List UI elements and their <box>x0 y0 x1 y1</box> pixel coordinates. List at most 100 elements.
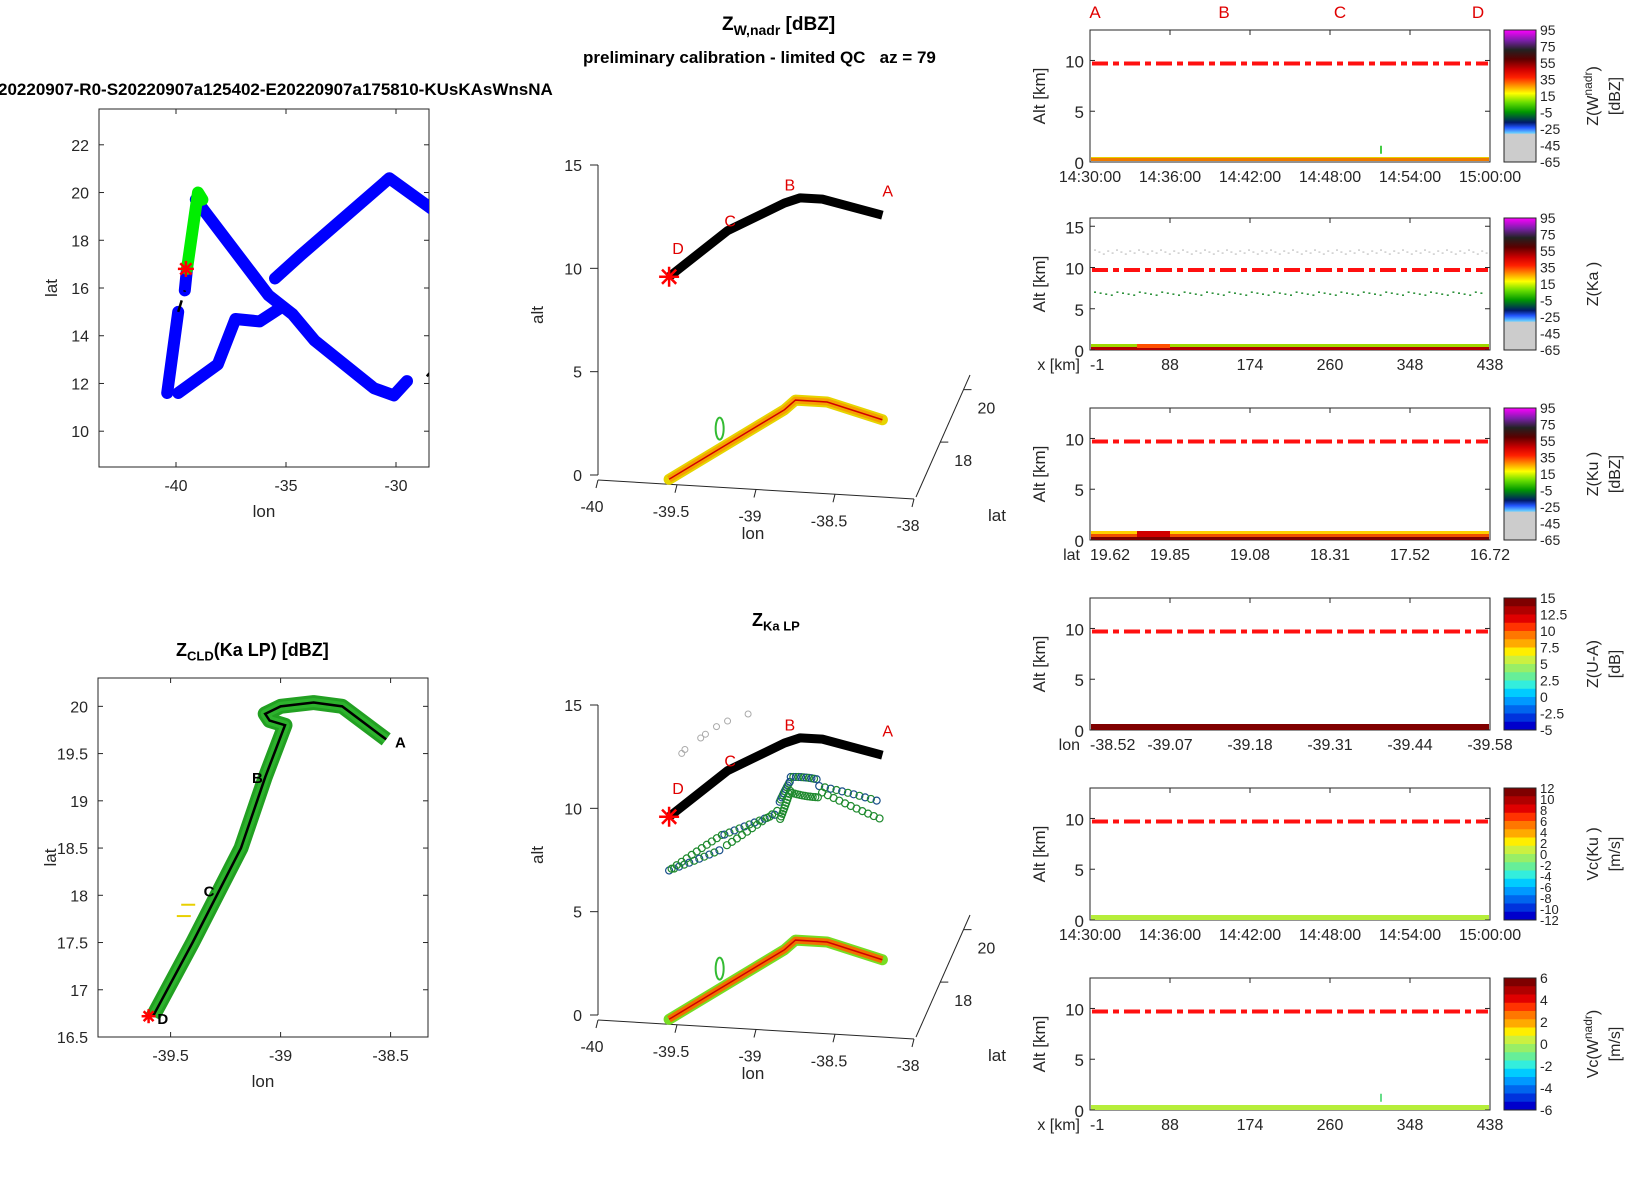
colorbar-tick-label: -45 <box>1540 516 1560 532</box>
cloud-echo <box>1469 294 1472 296</box>
y-tick-label: 20 <box>71 186 89 203</box>
curtain-frame <box>1089 407 1491 541</box>
y-axis-label: Alt [km] <box>1030 1016 1049 1073</box>
file-title: 20220907-R0-S20220907a125402-E20220907a1… <box>0 80 553 99</box>
y-tick-label: 0 <box>1075 342 1084 361</box>
cloud-echo <box>1116 291 1119 293</box>
cirrus-echo <box>1327 250 1330 252</box>
cloud-echo <box>1329 293 1332 295</box>
cirrus-echo <box>1296 251 1299 253</box>
cloud-echo <box>1323 292 1326 294</box>
cirrus-echo <box>1234 253 1237 255</box>
cloud-echo-point <box>707 837 716 846</box>
colorbar-tick-label: 10 <box>1540 792 1554 807</box>
z-tick-label: 10 <box>564 261 582 278</box>
cloud-echo <box>1418 293 1421 295</box>
colorbar-tick-label: -25 <box>1540 499 1560 515</box>
cloud-echo <box>1262 293 1264 295</box>
x-tick-label: 174 <box>1237 1117 1264 1134</box>
cirrus-echo <box>1124 253 1127 255</box>
cirrus-echo <box>1481 250 1484 252</box>
asterisk-stroke <box>142 1010 155 1023</box>
curtain-vc-ku: 0 5 10 Alt [km] 14:30:00 14:36:00 14:42:00 14:4… <box>1030 781 1624 944</box>
main-title-unit: [dBZ] <box>780 14 836 35</box>
colorbar-tick-label: 6 <box>1540 970 1548 986</box>
cloud-echo <box>1424 294 1427 296</box>
x-tick-label: -1 <box>1090 357 1104 374</box>
x-tick-label: -35 <box>274 478 297 495</box>
cloud-echo <box>1172 293 1175 295</box>
cloud-echo-point <box>866 794 876 804</box>
flight-track-3d <box>666 733 884 821</box>
lat-tick-label: 18 <box>954 993 972 1010</box>
colorbar-frame <box>1503 787 1537 921</box>
x-tick-label: -40 <box>580 499 603 516</box>
track-point-label: A <box>395 734 406 751</box>
curtain-frame <box>1089 217 1491 351</box>
cirrus-echo <box>1454 253 1457 255</box>
lat-axis-label: lat <box>988 506 1006 525</box>
colorbar-unit: [dBZ] <box>1607 77 1624 115</box>
cloud-echo <box>1206 291 1208 293</box>
x-tick-label: -40 <box>164 478 187 495</box>
y-axis-label: Alt [km] <box>1030 636 1049 693</box>
cloud-echo-point <box>832 785 841 795</box>
cirrus-echo <box>1428 251 1431 253</box>
cloud-echo-point <box>737 831 747 840</box>
cloud-echo <box>1357 294 1360 296</box>
cloud-echo <box>1127 293 1130 295</box>
cloud-echo-point <box>786 772 795 782</box>
surface-echo <box>1091 157 1489 158</box>
colorbar-tick-label: 15 <box>1540 466 1556 482</box>
cloud-echo <box>1150 293 1152 295</box>
x-tick-label: -38.5 <box>372 1048 409 1065</box>
cirrus-echo <box>1217 250 1220 252</box>
z-tick-label: 15 <box>564 700 582 715</box>
gap-dashed-2 <box>425 371 429 378</box>
cirrus-echo-point <box>697 734 705 742</box>
y-axis-label: Alt [km] <box>1030 256 1049 313</box>
x-tick-label: 14:54:00 <box>1379 927 1441 944</box>
y-tick-label: 20 <box>70 699 88 716</box>
y-tick-label: 10 <box>1065 260 1084 279</box>
x-tick-label: 88 <box>1161 357 1179 374</box>
cloud-echo-point <box>695 854 704 863</box>
x-tick-label: -38.5 <box>811 1053 848 1070</box>
colorbar-label: Z(Ka ) <box>1585 262 1602 306</box>
track-blue-4 <box>161 305 185 400</box>
colorbar-tick-label: -8 <box>1540 891 1552 906</box>
cloud-echo-point <box>765 812 774 821</box>
y-tick-label: 10 <box>1065 620 1084 639</box>
cloud-echo <box>1430 291 1432 293</box>
cloud-echo-point <box>794 772 803 782</box>
x-tick-label: 17.52 <box>1390 547 1430 564</box>
cirrus-echo <box>1265 252 1268 254</box>
main-title: ZW,nadr [dBZ] <box>722 14 835 38</box>
colorbar-unit: [m/s] <box>1607 1027 1624 1062</box>
zcld-ka-lp-map: -39.5 -39 -38.5 16.5 17 17.5 18 18.5 19 19.5 20 lon… <box>41 677 429 1091</box>
cirrus-echo <box>1283 250 1286 252</box>
colorbar-segment <box>1504 796 1536 805</box>
cloud-echo <box>1301 292 1304 294</box>
cirrus-echo <box>1459 250 1462 252</box>
colorbar-label-tail: ) <box>1585 1010 1602 1015</box>
x-tick-label: -40 <box>580 1039 603 1056</box>
colorbar-segment <box>1504 845 1536 855</box>
asterisk-stroke <box>661 808 678 825</box>
x-axis-label: lat <box>1063 547 1080 564</box>
colorbar-label-text: Z(U-A) <box>1585 640 1602 688</box>
colorbar-label-text: Z(W <box>1585 95 1602 126</box>
colorbar-segment <box>1504 1060 1536 1070</box>
x-tick-label: 15:00:00 <box>1459 927 1521 944</box>
cloud-echo <box>1228 291 1231 293</box>
x-tick-label: 19.62 <box>1090 547 1130 564</box>
x-axis-label: x [km] <box>1037 357 1080 374</box>
colorbar-segment <box>1504 837 1536 847</box>
y-tick-label: 15 <box>1065 218 1084 237</box>
y-tick-label: 0 <box>1075 532 1084 551</box>
y-tick-label: 0 <box>1075 912 1084 931</box>
cloud-echo <box>1379 294 1382 296</box>
cirrus-echo <box>1402 249 1404 251</box>
cloud-echo-point <box>872 796 881 805</box>
x-tick-label: -38.5 <box>811 513 848 530</box>
